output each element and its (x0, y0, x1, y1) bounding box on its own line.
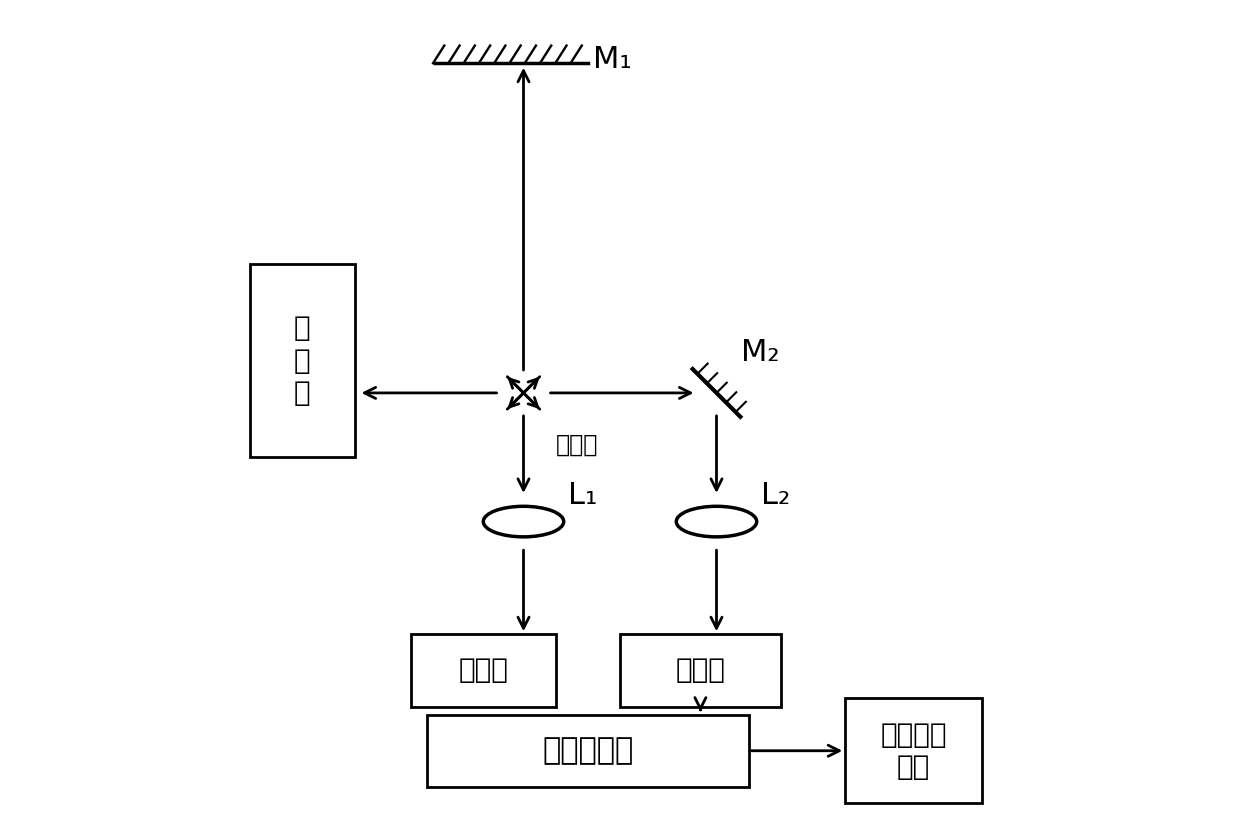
Bar (620, 634, 781, 707)
Text: 被
测
物: 被 测 物 (294, 314, 311, 407)
Text: 探测器: 探测器 (676, 656, 725, 685)
Text: 激光器: 激光器 (459, 656, 508, 685)
Text: 数据处理
系统: 数据处理 系统 (880, 721, 947, 781)
Text: M₁: M₁ (593, 45, 631, 74)
Text: L₁: L₁ (568, 481, 596, 510)
Text: M₂: M₂ (740, 338, 779, 367)
Bar (427, 715, 749, 787)
Text: 分束器: 分束器 (556, 434, 598, 457)
Text: L₂: L₂ (760, 481, 790, 510)
Bar (250, 264, 355, 457)
Text: 数据采集卡: 数据采集卡 (542, 736, 634, 766)
Bar (846, 699, 982, 803)
Bar (410, 634, 556, 707)
